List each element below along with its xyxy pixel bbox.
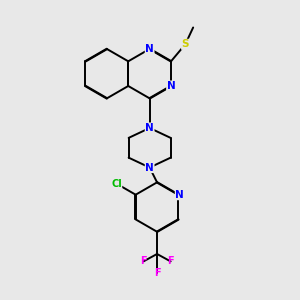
Text: N: N xyxy=(175,190,184,200)
Text: N: N xyxy=(145,44,154,54)
Text: N: N xyxy=(167,81,176,91)
Text: N: N xyxy=(145,123,154,133)
Text: F: F xyxy=(140,256,147,266)
Text: N: N xyxy=(145,163,154,172)
Text: F: F xyxy=(154,268,160,278)
Text: Cl: Cl xyxy=(111,178,122,189)
Text: F: F xyxy=(167,256,174,266)
Text: S: S xyxy=(182,39,189,49)
